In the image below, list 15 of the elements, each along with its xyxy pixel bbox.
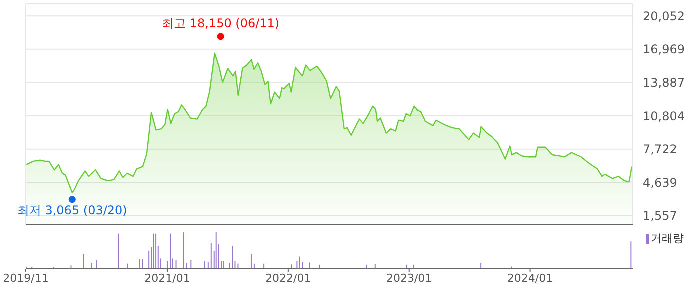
annotation: 최고 18,150 (06/11) — [162, 16, 280, 31]
y-tick-label: 20,052 — [643, 9, 685, 24]
x-tick-label: 2021/01 — [144, 272, 190, 285]
legend-label: 거래량 — [651, 231, 684, 246]
x-tick-label: 2022/01 — [266, 272, 312, 285]
y-tick-label: 10,804 — [643, 109, 685, 124]
y-tick-label: 16,969 — [643, 42, 685, 57]
y-tick-label: 7,722 — [643, 142, 678, 157]
y-tick-label: 13,887 — [643, 76, 685, 90]
x-tick-label: 2019/11 — [3, 272, 49, 285]
x-tick-label: 2024/01 — [507, 272, 554, 285]
x-tick-label: 2023/01 — [386, 272, 432, 285]
y-tick-label: 4,639 — [643, 176, 678, 190]
annotation: 최저 3,065 (03/20) — [17, 204, 128, 218]
y-tick-label: 1,557 — [643, 209, 678, 224]
